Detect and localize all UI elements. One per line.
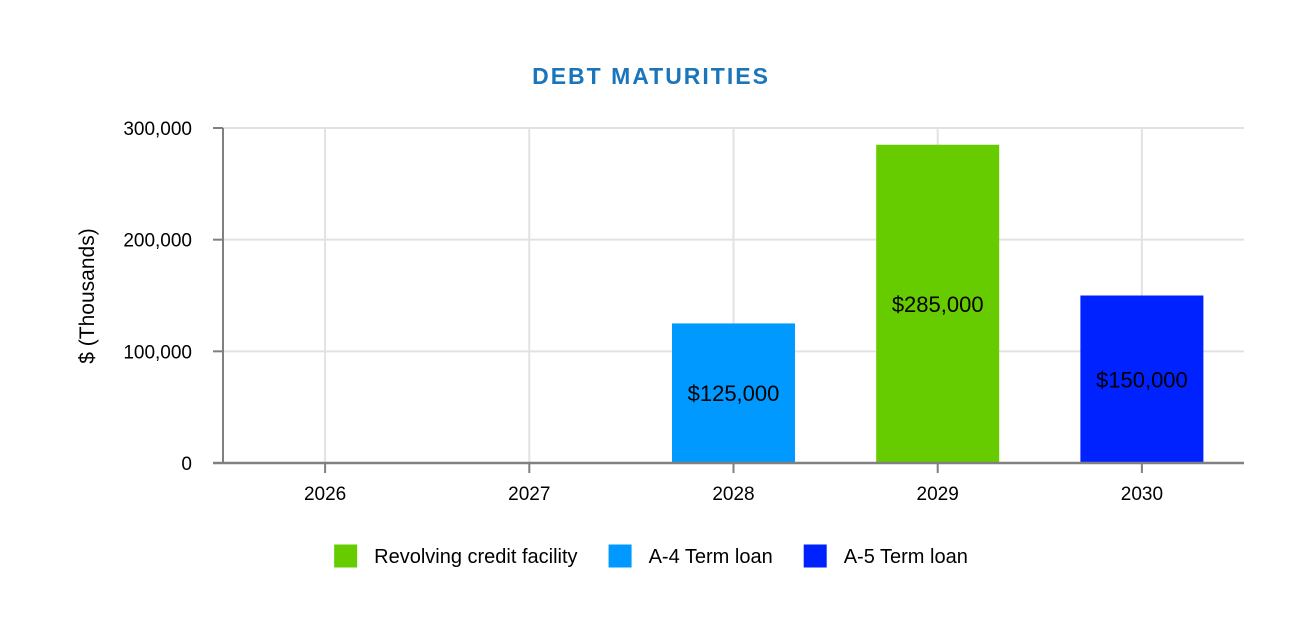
bar-2030 — [1080, 295, 1204, 463]
x-tick-label: 2030 — [1121, 484, 1163, 505]
chart-title: DEBT MATURITIES — [532, 63, 770, 89]
legend: Revolving credit facility A-4 Term loan A-… — [334, 544, 968, 568]
legend-label: A-5 Term loan — [844, 546, 968, 568]
x-tick-label: 2028 — [712, 484, 754, 505]
y-tick-label: 100,000 — [123, 342, 192, 363]
data-label-2028: $125,000 — [688, 381, 780, 406]
legend-label: A-4 Term loan — [649, 546, 773, 568]
y-tick-label: 300,000 — [123, 119, 192, 140]
y-tick-label: 0 — [181, 454, 192, 475]
y-axis-label: $ (Thousands) — [76, 228, 99, 363]
legend-label: Revolving credit facility — [374, 546, 577, 568]
x-tick-label: 2029 — [917, 484, 959, 505]
x-tick-label: 2026 — [304, 484, 346, 505]
y-tick-label: 200,000 — [123, 231, 192, 252]
legend-swatch — [608, 544, 632, 568]
data-label-2029: $285,000 — [892, 292, 984, 317]
x-tick-label: 2027 — [508, 484, 550, 505]
bars — [672, 144, 1204, 463]
bar-2028 — [672, 323, 795, 463]
data-labels: $125,000 $285,000 $150,000 — [688, 292, 1188, 406]
legend-swatch — [334, 544, 358, 568]
bar-2029 — [876, 144, 1000, 463]
data-label-2030: $150,000 — [1096, 367, 1188, 392]
legend-swatch — [803, 544, 827, 568]
axes: 0 100,000 200,000 300,000 2026 2027 2028 2029 20… — [123, 119, 1244, 505]
